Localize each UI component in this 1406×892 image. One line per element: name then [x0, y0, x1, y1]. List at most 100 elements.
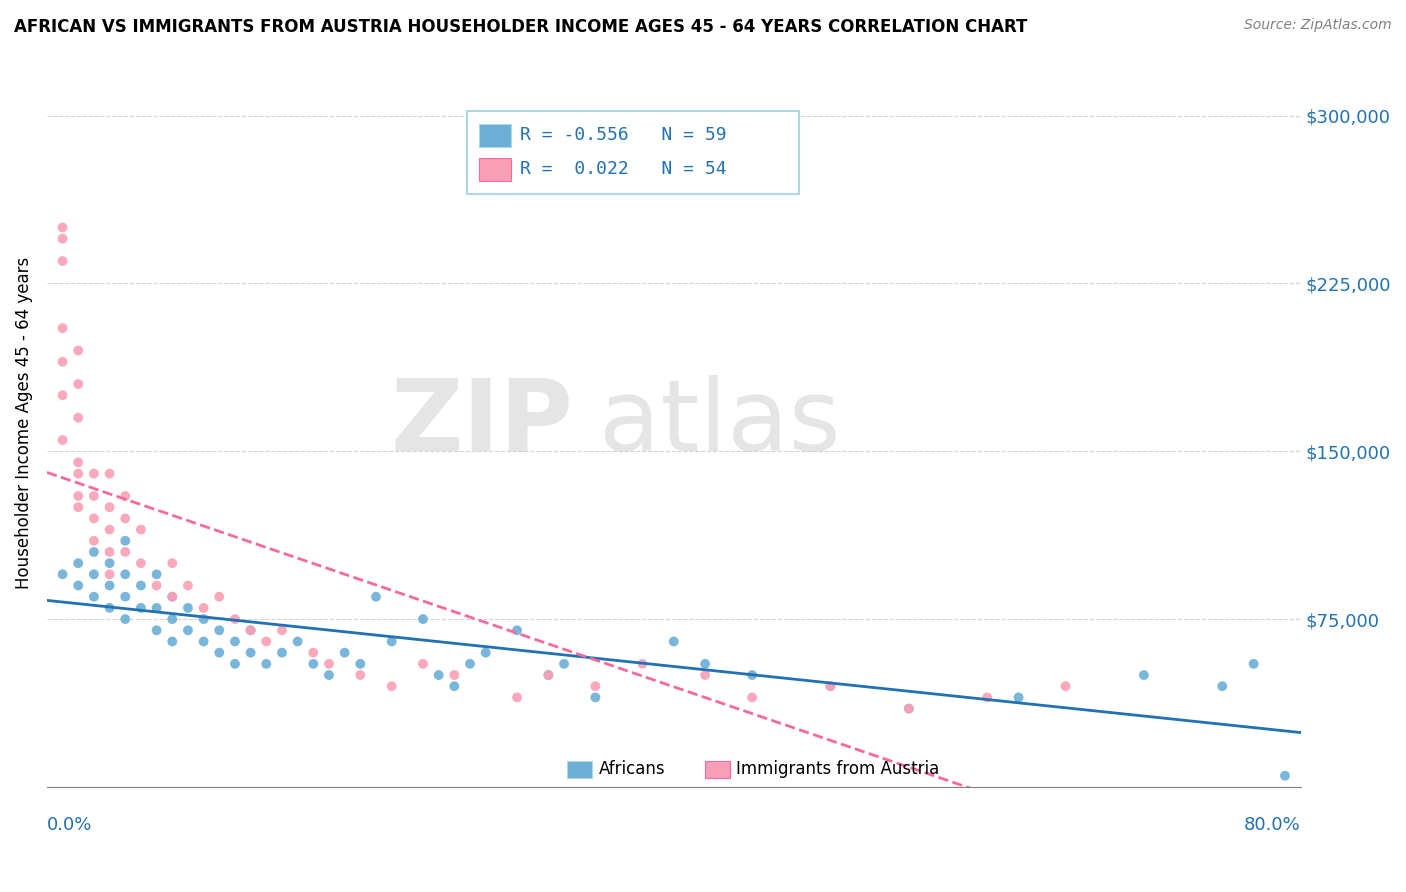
Point [98, 567, 121, 582]
Point [364, 590, 387, 604]
Point [412, 657, 434, 671]
Point [83, 533, 105, 548]
Point [67, 489, 90, 503]
Point [897, 701, 920, 715]
Point [458, 657, 481, 671]
Point [333, 646, 356, 660]
Point [254, 657, 277, 671]
Point [318, 668, 340, 682]
Point [1007, 690, 1029, 705]
Point [129, 600, 152, 615]
Point [177, 578, 200, 592]
Point [114, 533, 136, 548]
Point [583, 690, 606, 705]
Point [83, 567, 105, 582]
Point [67, 467, 90, 481]
Point [67, 410, 90, 425]
Point [51, 232, 73, 246]
Point [83, 511, 105, 525]
Point [114, 545, 136, 559]
Point [349, 657, 371, 671]
Y-axis label: Householder Income Ages 45 - 64 years: Householder Income Ages 45 - 64 years [15, 257, 32, 590]
Text: atlas: atlas [599, 375, 841, 472]
Bar [479, 158, 510, 181]
Point [51, 220, 73, 235]
Point [583, 679, 606, 693]
Point [98, 578, 121, 592]
Point [208, 646, 231, 660]
Point [271, 624, 294, 638]
Point [193, 600, 215, 615]
Point [145, 578, 167, 592]
Point [537, 668, 560, 682]
Text: ZIP: ZIP [391, 375, 574, 472]
Point [51, 355, 73, 369]
Point [98, 600, 121, 615]
Bar [704, 761, 730, 778]
Text: R = -0.556   N = 59: R = -0.556 N = 59 [520, 127, 725, 145]
Point [1243, 657, 1265, 671]
Point [51, 321, 73, 335]
Text: AFRICAN VS IMMIGRANTS FROM AUSTRIA HOUSEHOLDER INCOME AGES 45 - 64 YEARS CORRELA: AFRICAN VS IMMIGRANTS FROM AUSTRIA HOUSE… [14, 18, 1028, 36]
Point [662, 634, 685, 648]
Point [224, 634, 246, 648]
Point [193, 634, 215, 648]
Point [1133, 668, 1156, 682]
Point [67, 377, 90, 392]
Point [51, 254, 73, 268]
Point [114, 590, 136, 604]
Point [553, 657, 575, 671]
Point [162, 556, 184, 570]
Point [83, 489, 105, 503]
Point [224, 612, 246, 626]
Point [145, 600, 167, 615]
Point [693, 657, 716, 671]
Point [51, 433, 73, 447]
Point [114, 612, 136, 626]
Point [820, 679, 842, 693]
Point [897, 701, 920, 715]
Point [741, 668, 763, 682]
Point [820, 679, 842, 693]
Point [318, 657, 340, 671]
Point [67, 578, 90, 592]
Bar [467, 111, 799, 194]
Point [83, 545, 105, 559]
Point [67, 500, 90, 515]
Point [145, 624, 167, 638]
Point [506, 690, 529, 705]
Text: R =  0.022   N = 54: R = 0.022 N = 54 [520, 161, 725, 178]
Point [67, 343, 90, 358]
Point [98, 545, 121, 559]
Text: Source: ZipAtlas.com: Source: ZipAtlas.com [1244, 18, 1392, 32]
Point [1211, 679, 1233, 693]
Point [1054, 679, 1077, 693]
Point [98, 500, 121, 515]
Point [693, 668, 716, 682]
Point [83, 467, 105, 481]
Point [177, 624, 200, 638]
Point [51, 567, 73, 582]
Point [427, 668, 450, 682]
Point [271, 646, 294, 660]
Point [537, 668, 560, 682]
Point [224, 657, 246, 671]
Text: 0.0%: 0.0% [46, 816, 93, 834]
Text: Africans: Africans [599, 761, 665, 779]
Point [412, 612, 434, 626]
Point [506, 624, 529, 638]
Point [239, 624, 262, 638]
Point [208, 624, 231, 638]
Bar [479, 124, 510, 147]
Point [1274, 769, 1296, 783]
Point [51, 388, 73, 402]
Point [239, 624, 262, 638]
Point [162, 634, 184, 648]
Point [254, 634, 277, 648]
Point [129, 556, 152, 570]
Point [67, 455, 90, 469]
Point [443, 668, 465, 682]
Point [741, 690, 763, 705]
Point [162, 612, 184, 626]
Point [67, 556, 90, 570]
